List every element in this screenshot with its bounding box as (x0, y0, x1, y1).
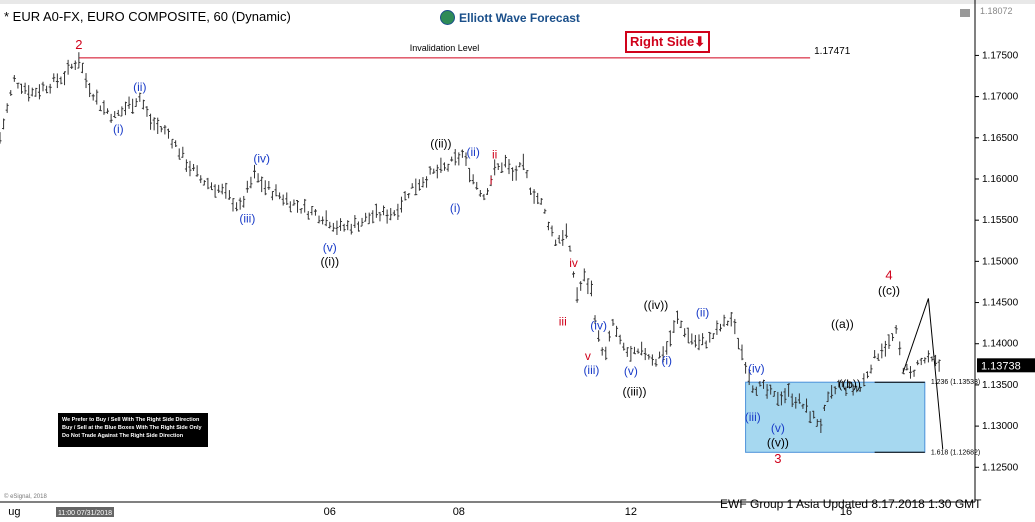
wave-label: (v) (323, 240, 337, 254)
y-tick-label: 1.13500 (982, 380, 1019, 391)
brand-logo: Elliott Wave Forecast (440, 10, 580, 25)
wave-label: (iii) (583, 363, 599, 377)
wave-label: 3 (774, 451, 781, 466)
x-tick-label: 06 (324, 506, 336, 518)
wave-label: 2 (75, 37, 82, 52)
time-tag-box (56, 507, 114, 517)
wave-label: (i) (113, 122, 124, 136)
window-top-bar (0, 0, 1035, 4)
wave-label: (iv) (253, 152, 270, 166)
wave-label: ((iii)) (622, 385, 646, 399)
wave-label: (ii) (696, 306, 709, 320)
ewf-logo-icon (440, 10, 455, 25)
x-tick-label: 16 (840, 506, 852, 518)
last-price-label: 1.13738 (981, 360, 1021, 372)
y-tick-label: 1.16000 (982, 174, 1019, 185)
y-tick-label: 1.13000 (982, 421, 1019, 432)
invalidation-label: Invalidation Level (410, 43, 480, 53)
trading-rules-box: We Prefer to Buy / Sell With The Right S… (58, 413, 208, 447)
wave-label: (i) (661, 353, 672, 367)
fib-label: 1.618 (1.12682) (931, 449, 980, 456)
wave-label: (iv) (748, 362, 765, 376)
rule-line-1: We Prefer to Buy / Sell With The Right S… (62, 417, 200, 423)
wave-label: ((c)) (878, 283, 900, 297)
wave-label: ((iv)) (644, 298, 669, 312)
wave-label: ((b)) (838, 377, 861, 391)
y-tick-label: 1.12500 (982, 462, 1019, 473)
wave-label: (ii) (133, 80, 146, 94)
rule-line-2: Buy / Sell at the Blue Boxes With The Ri… (62, 425, 202, 431)
wave-label: (i) (450, 201, 461, 215)
last-price-box (977, 358, 1035, 373)
wave-label: ((ii)) (430, 137, 451, 151)
rule-line-3: Do Not Trade Against The Right Side Dire… (62, 433, 184, 439)
brand-name: Elliott Wave Forecast (459, 10, 580, 25)
y-tick-label: 1.16500 (982, 133, 1019, 144)
x-tick-label: ug (8, 506, 20, 518)
wave-label: (iv) (590, 319, 607, 333)
y-tick-label: 1.17000 (982, 92, 1019, 103)
wave-label: iii (559, 315, 567, 329)
chart-title: * EUR A0-FX, EURO COMPOSITE, 60 (Dynamic… (4, 9, 291, 24)
projection-path (902, 298, 944, 450)
update-footer: EWF Group 1 Asia Updated 8.17.2018 1:30 … (720, 497, 982, 511)
y-tick-label: 1.15000 (982, 256, 1019, 267)
wave-label: (v) (771, 421, 785, 435)
wave-label: (ii) (466, 145, 479, 159)
wave-label: v (585, 349, 591, 363)
wave-label: i (490, 174, 493, 188)
wave-label: (v) (624, 364, 638, 378)
wave-label: iv (569, 256, 578, 270)
wave-label: (iii) (239, 212, 255, 226)
wave-label: ((v)) (767, 436, 789, 450)
y-tick-label: 1.14000 (982, 339, 1019, 350)
x-tick-label: 12 (625, 506, 637, 518)
window-menu-icon[interactable] (960, 9, 970, 17)
invalidation-value: 1.17471 (814, 46, 851, 57)
y-tick-label: 1.14500 (982, 298, 1019, 309)
fib-label: 1.236 (1.13533) (931, 379, 980, 386)
wave-label: 4 (885, 267, 892, 282)
y-tick-label: 1.15500 (982, 215, 1019, 226)
wave-label: ((a)) (831, 317, 854, 331)
copyright: © eSignal, 2018 (4, 493, 47, 500)
y-tick-label: 1.17500 (982, 50, 1019, 61)
wave-label: (iii) (745, 410, 761, 424)
top-right-price: 1.18072 (980, 6, 1013, 16)
x-tick-label: 08 (453, 506, 465, 518)
wave-label: ii (492, 147, 497, 161)
right-side-badge: Right Side⬇ (625, 31, 711, 53)
wave-label: ((i)) (320, 254, 339, 268)
time-tag: 11:00 07/31/2018 (58, 510, 112, 517)
